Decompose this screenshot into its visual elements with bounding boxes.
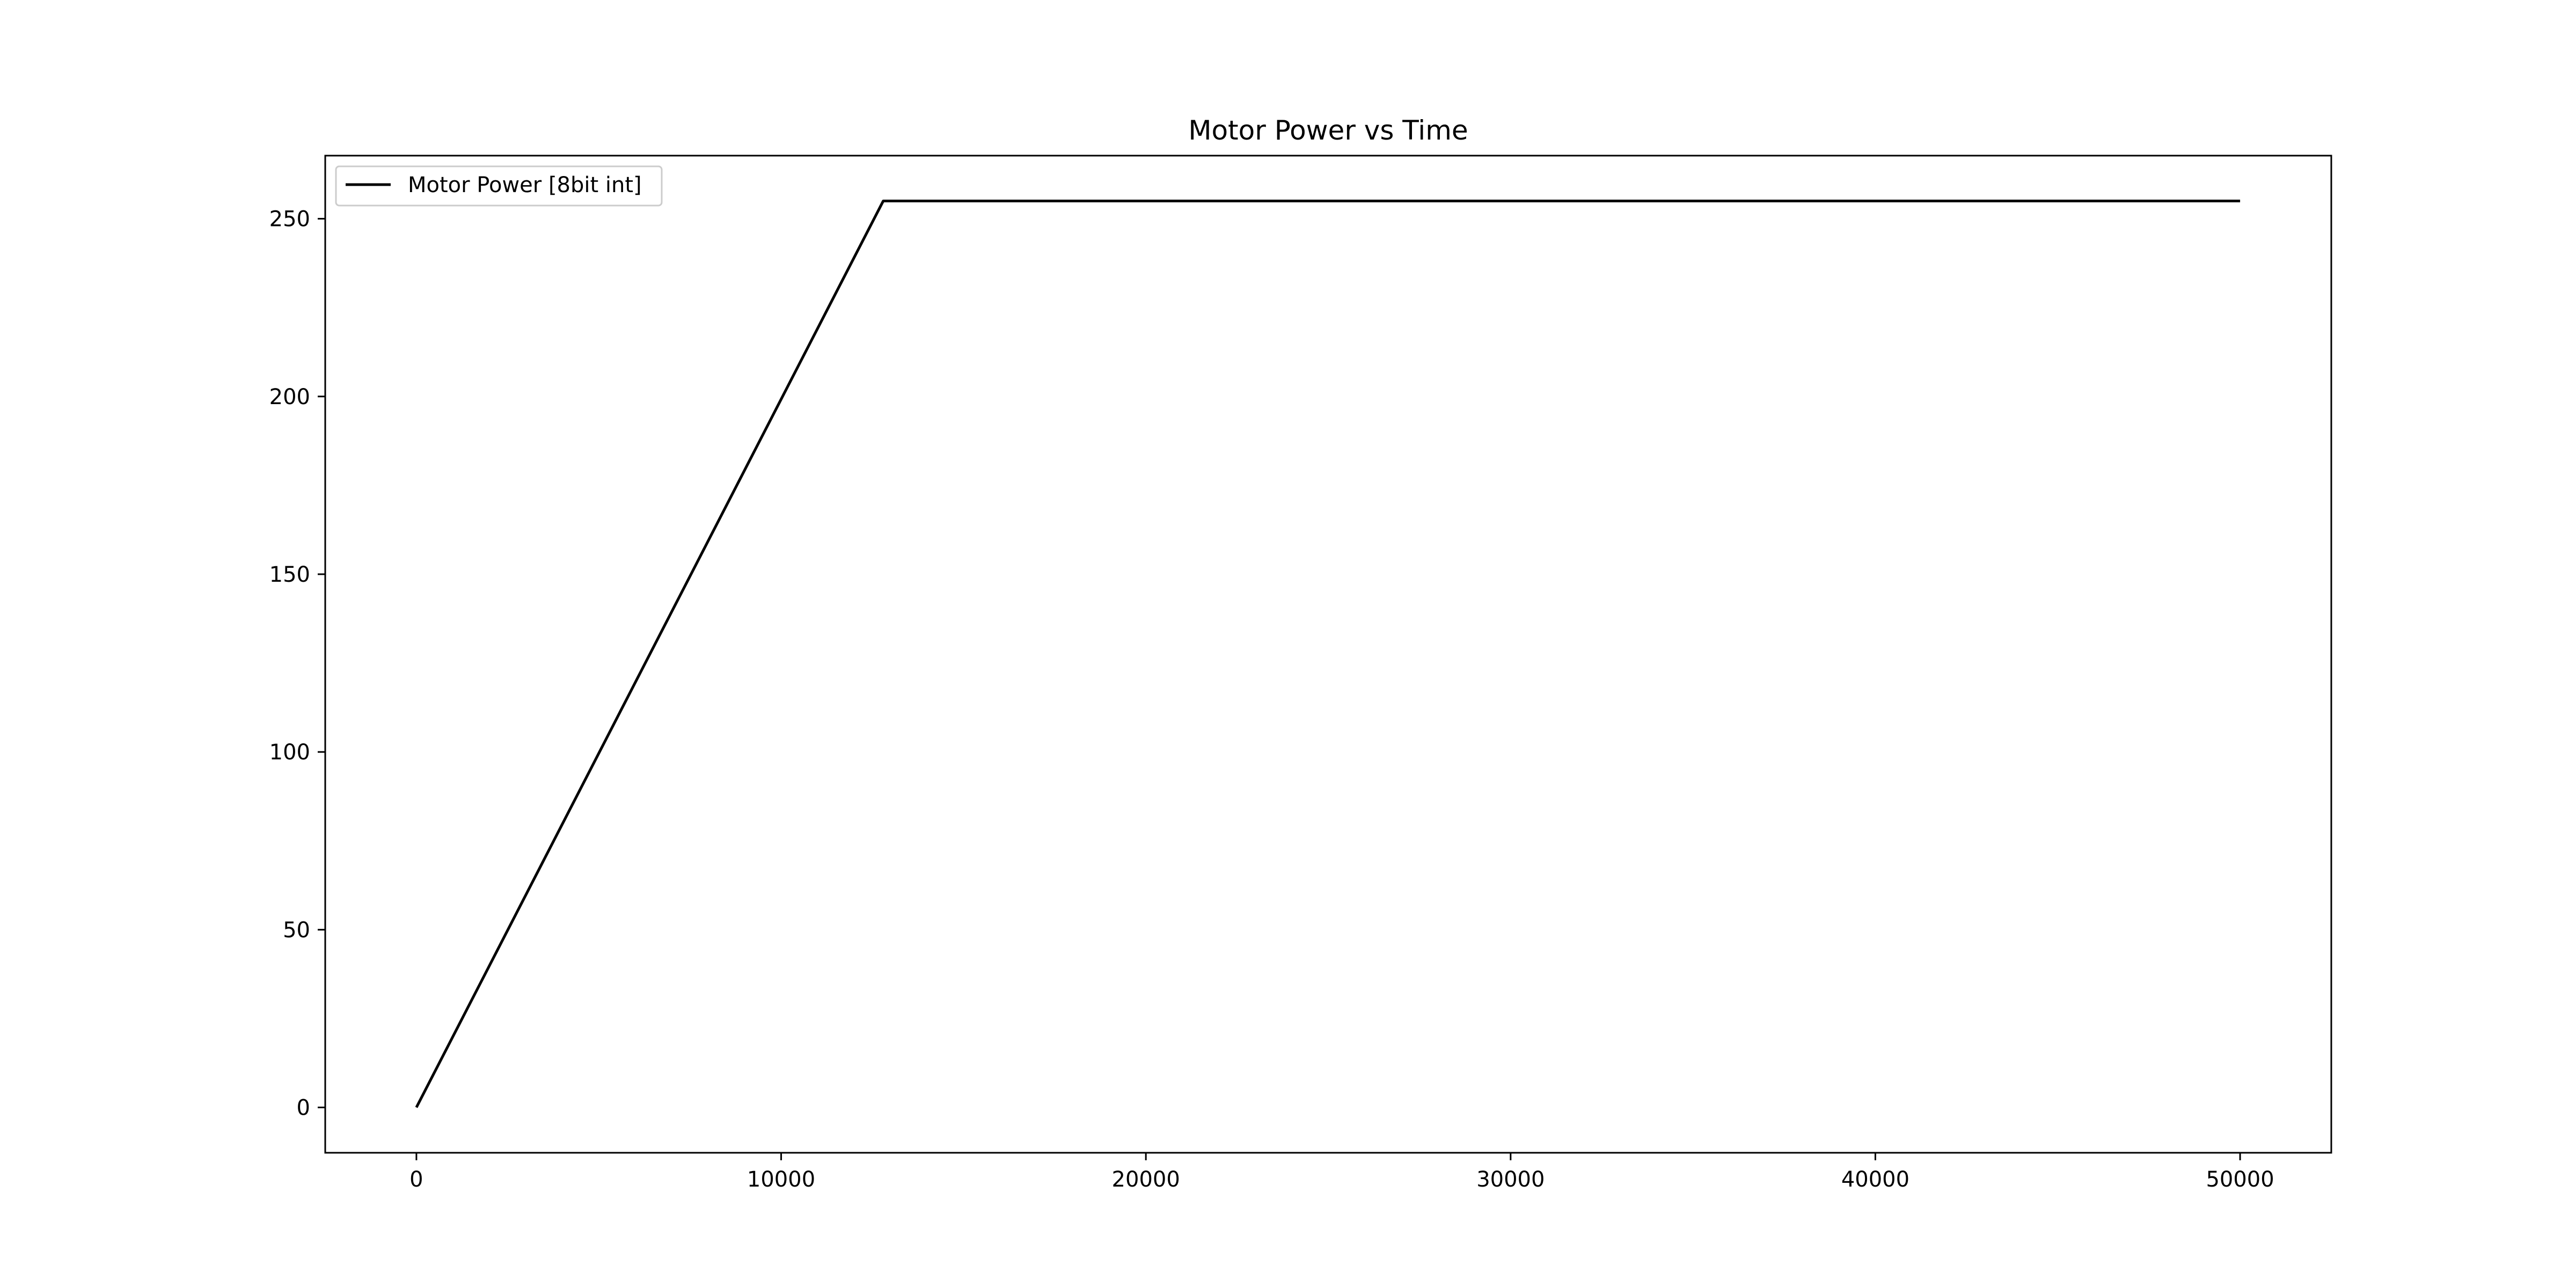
- x-axis-ticks: 0 10000 20000 30000 40000 50000: [409, 1153, 2274, 1192]
- x-tick-label: 40000: [1841, 1167, 1909, 1192]
- legend: Motor Power [8bit int]: [335, 165, 663, 207]
- chart-title: Motor Power vs Time: [1188, 115, 1468, 146]
- y-tick-label: 0: [297, 1096, 310, 1121]
- y-axis-ticks: 0 50 100 150 200 250: [269, 207, 325, 1121]
- legend-label: Motor Power [8bit int]: [408, 173, 642, 197]
- legend-box: [335, 165, 663, 207]
- x-tick-label: 10000: [747, 1167, 815, 1192]
- plot-frame: [324, 155, 2332, 1154]
- y-tick-label: 150: [269, 562, 310, 587]
- x-tick-label: 20000: [1112, 1167, 1180, 1192]
- y-tick-label: 50: [283, 918, 310, 942]
- y-tick-label: 250: [269, 207, 310, 232]
- series-line: [415, 200, 2241, 1108]
- y-tick-label: 200: [269, 385, 310, 409]
- x-tick-label: 0: [409, 1167, 423, 1192]
- series-lines: [415, 200, 2241, 1108]
- x-tick-label: 30000: [1476, 1167, 1545, 1192]
- plot-area: [325, 156, 2331, 1153]
- x-tick-label: 50000: [2206, 1167, 2274, 1192]
- y-tick-label: 100: [269, 740, 310, 765]
